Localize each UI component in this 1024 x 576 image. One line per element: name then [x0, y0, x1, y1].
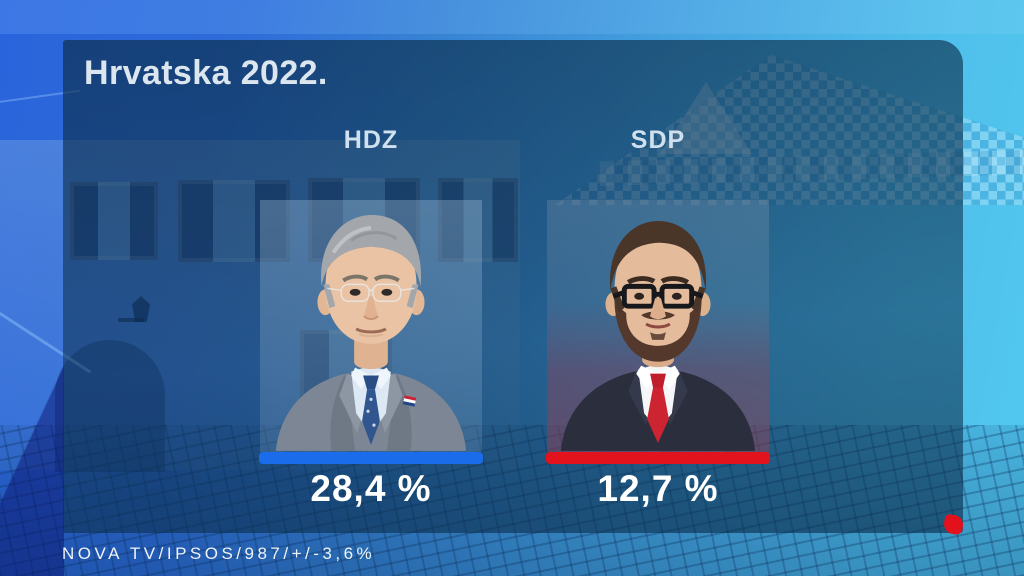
diagonal-shard: [0, 328, 64, 576]
hdz-color-bar: [259, 452, 483, 464]
sdp-color-bar: [546, 452, 770, 464]
party-label-hdz: HDZ: [343, 126, 399, 154]
poll-source-line: NOVA TV/IPSOS/987/+/-3,6%: [62, 544, 376, 563]
portrait-illustration-hdz: [275, 215, 467, 451]
hdz-percent-value: 28,4 %: [310, 468, 432, 509]
party-label-sdp: SDP: [630, 126, 686, 154]
page-title: Hrvatska 2022.: [84, 54, 328, 92]
sdp-percent-value: 12,7 %: [597, 468, 719, 509]
portrait-illustration-sdp: [560, 220, 756, 451]
candidate-column-hdz: HDZ: [259, 118, 483, 510]
hdz-leader-portrait: [260, 200, 482, 452]
results-panel: [63, 40, 963, 533]
sdp-leader-portrait: [547, 200, 769, 452]
sky-band: [0, 0, 1024, 34]
candidate-column-sdp: SDP: [546, 118, 770, 510]
